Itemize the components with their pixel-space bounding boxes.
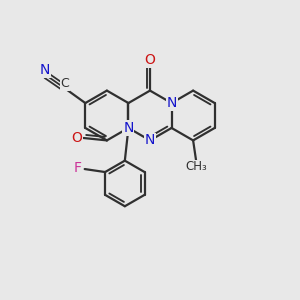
Text: N: N bbox=[123, 121, 134, 135]
Text: C: C bbox=[61, 77, 69, 90]
Text: N: N bbox=[40, 63, 50, 77]
Text: F: F bbox=[74, 161, 82, 176]
Text: N: N bbox=[167, 96, 177, 110]
Text: O: O bbox=[145, 53, 155, 67]
Text: CH₃: CH₃ bbox=[186, 160, 208, 173]
Text: O: O bbox=[71, 131, 82, 145]
Text: N: N bbox=[145, 134, 155, 147]
